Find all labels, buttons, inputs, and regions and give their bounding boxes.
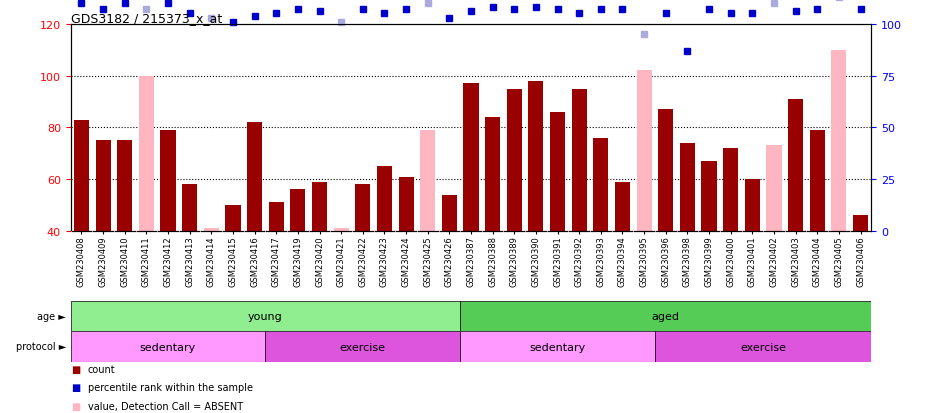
Bar xyxy=(182,185,197,231)
Bar xyxy=(377,167,392,231)
Bar xyxy=(572,89,587,231)
Bar xyxy=(788,100,804,231)
Bar xyxy=(268,203,284,231)
Bar xyxy=(312,182,327,231)
Bar xyxy=(528,82,544,231)
Bar xyxy=(702,161,717,231)
Text: sedentary: sedentary xyxy=(140,342,196,352)
Bar xyxy=(203,229,219,231)
Bar xyxy=(138,76,154,231)
Text: percentile rank within the sample: percentile rank within the sample xyxy=(88,382,252,392)
Bar xyxy=(655,332,871,362)
Bar xyxy=(680,144,695,231)
Bar xyxy=(637,71,652,231)
Bar xyxy=(463,84,479,231)
Text: age ►: age ► xyxy=(37,311,66,321)
Text: exercise: exercise xyxy=(740,342,787,352)
Bar xyxy=(810,131,825,231)
Bar xyxy=(398,177,414,231)
Text: GDS3182 / 215373_x_at: GDS3182 / 215373_x_at xyxy=(71,12,222,25)
Bar xyxy=(73,120,89,231)
Text: ■: ■ xyxy=(71,364,80,374)
Text: ■: ■ xyxy=(71,401,80,411)
Bar xyxy=(225,206,240,231)
Text: count: count xyxy=(88,364,115,374)
Bar xyxy=(95,141,110,231)
Bar xyxy=(615,182,630,231)
Bar xyxy=(247,123,262,231)
Text: sedentary: sedentary xyxy=(529,342,586,352)
Bar xyxy=(593,138,609,231)
Bar xyxy=(461,332,655,362)
Bar xyxy=(658,110,674,231)
Bar xyxy=(290,190,305,231)
Bar xyxy=(71,301,461,332)
Text: ■: ■ xyxy=(71,382,80,392)
Bar xyxy=(723,149,739,231)
Text: young: young xyxy=(248,311,283,322)
Bar xyxy=(550,113,565,231)
Bar xyxy=(355,185,370,231)
Bar xyxy=(831,50,847,231)
Bar xyxy=(333,229,349,231)
Bar xyxy=(853,216,869,231)
Bar xyxy=(442,195,457,231)
Bar xyxy=(485,118,500,231)
Bar xyxy=(117,141,132,231)
Bar xyxy=(160,131,175,231)
Bar xyxy=(767,146,782,231)
Bar xyxy=(266,332,461,362)
Text: exercise: exercise xyxy=(340,342,386,352)
Bar xyxy=(461,301,871,332)
Bar xyxy=(507,89,522,231)
Bar xyxy=(745,180,760,231)
Text: value, Detection Call = ABSENT: value, Detection Call = ABSENT xyxy=(88,401,243,411)
Bar xyxy=(71,332,266,362)
Bar xyxy=(420,131,435,231)
Text: protocol ►: protocol ► xyxy=(16,342,66,351)
Text: aged: aged xyxy=(652,311,680,322)
